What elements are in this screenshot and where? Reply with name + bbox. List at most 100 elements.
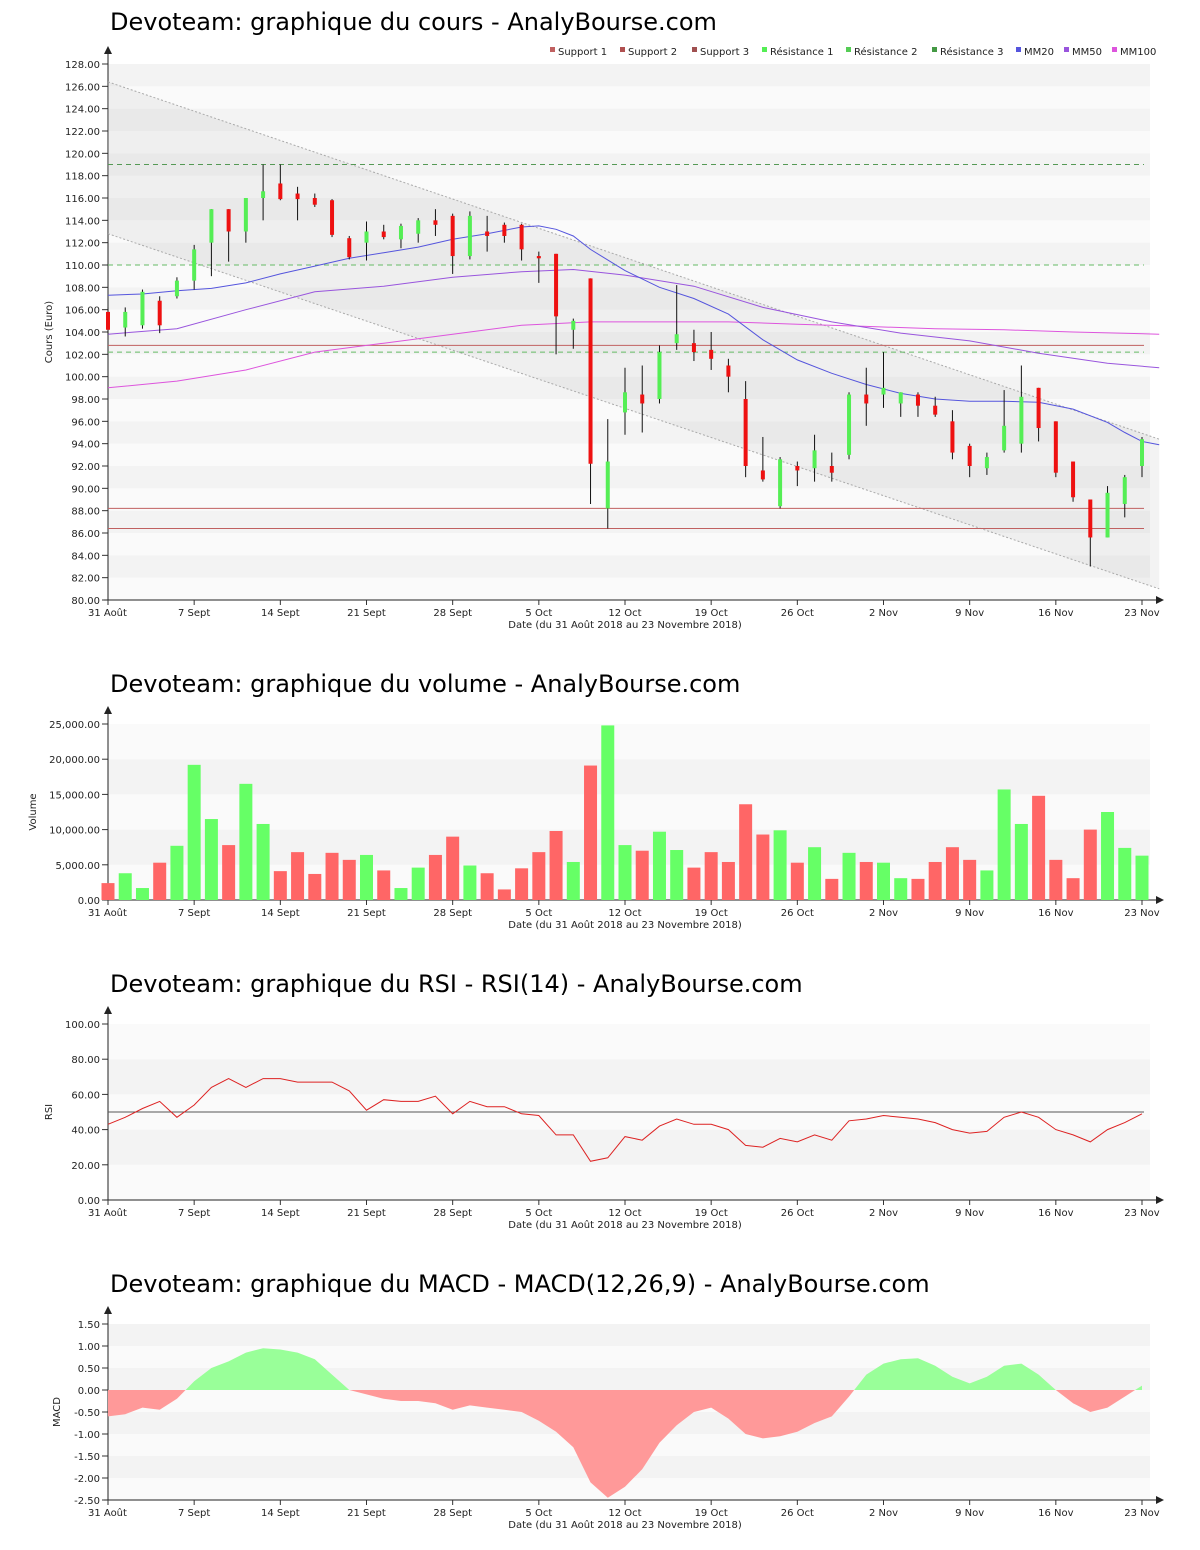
volume-bar bbox=[652, 831, 666, 900]
candle-body bbox=[536, 256, 541, 259]
grid-band bbox=[108, 759, 1150, 795]
candle-body bbox=[467, 215, 472, 257]
candle-body bbox=[450, 215, 455, 257]
trend-channel bbox=[108, 81, 1160, 589]
y-axis-arrow bbox=[104, 46, 112, 54]
mm20-line bbox=[107, 225, 1160, 446]
candle-body bbox=[1036, 387, 1041, 429]
grid-band bbox=[108, 533, 1150, 556]
mm50-line bbox=[107, 268, 1160, 369]
volume-bar bbox=[360, 854, 373, 900]
x-tick-label: 2 Nov bbox=[869, 608, 898, 619]
x-tick-label: 16 Nov bbox=[1038, 1508, 1074, 1519]
x-tick-label: 9 Nov bbox=[955, 1208, 984, 1219]
grid-band bbox=[108, 64, 1150, 87]
x-tick-label: 12 Oct bbox=[608, 608, 641, 619]
candle-body bbox=[812, 450, 817, 469]
x-tick-label: 7 Sept bbox=[178, 1208, 210, 1219]
grid-band bbox=[108, 131, 1150, 154]
y-tick-label: 94.00 bbox=[71, 440, 100, 451]
candle-body bbox=[743, 399, 748, 466]
volume-bar bbox=[1032, 795, 1046, 900]
x-tick-label: 16 Nov bbox=[1038, 608, 1074, 619]
y-tick-label: 88.00 bbox=[71, 507, 100, 518]
volume-bar bbox=[928, 861, 942, 900]
y-tick-label: 128.00 bbox=[65, 60, 100, 71]
macd-chart: -2.50 -2.00 -1.50 -1.00 -0.50 0.00 0.50 1.00 1.5… bbox=[52, 1306, 1164, 1531]
candle-body bbox=[312, 198, 317, 205]
volume-bar bbox=[1083, 829, 1097, 900]
channel-upper-line bbox=[107, 81, 1160, 440]
volume-bar bbox=[842, 852, 856, 900]
y-tick-label: -1.50 bbox=[74, 1452, 100, 1463]
candle-body bbox=[554, 253, 559, 317]
legend-swatch bbox=[846, 47, 851, 52]
volume-bar bbox=[980, 870, 994, 900]
y-tick-label: 112.00 bbox=[65, 239, 100, 250]
x-tick-label: 19 Oct bbox=[695, 908, 728, 919]
volume-bar bbox=[756, 834, 770, 900]
y-tick-label: 1.00 bbox=[78, 1342, 100, 1353]
legend-swatch bbox=[620, 47, 625, 52]
candle-body bbox=[261, 191, 266, 198]
price-chart: 80.00 82.00 84.00 86.00 88.00 90.00 92.00 94.00… bbox=[44, 46, 1164, 631]
x-tick-label: 26 Oct bbox=[781, 1508, 814, 1519]
volume-bar bbox=[515, 868, 529, 900]
x-tick-label: 5 Oct bbox=[525, 608, 552, 619]
candle-body bbox=[847, 394, 852, 455]
candle-body bbox=[278, 183, 283, 200]
legend-label: Résistance 2 bbox=[854, 46, 917, 58]
x-axis-arrow bbox=[1156, 896, 1164, 904]
volume-bar bbox=[773, 830, 787, 900]
candle-body bbox=[381, 231, 386, 238]
x-tick-label: 23 Nov bbox=[1124, 608, 1160, 619]
x-tick-label: 7 Sept bbox=[178, 608, 210, 619]
candle-body bbox=[864, 394, 869, 404]
volume-bar bbox=[308, 873, 322, 900]
candle-body bbox=[795, 466, 800, 471]
candle-body bbox=[898, 392, 903, 404]
y-tick-label: 25,000.00 bbox=[49, 720, 100, 731]
grid-band bbox=[108, 1129, 1150, 1165]
volume-bar bbox=[825, 878, 839, 900]
volume-bar bbox=[584, 765, 598, 900]
candle-body bbox=[1053, 421, 1058, 473]
legend-label: Résistance 3 bbox=[940, 46, 1003, 58]
x-tick-label: 19 Oct bbox=[695, 1208, 728, 1219]
legend-swatch bbox=[1016, 47, 1021, 52]
legend-swatch bbox=[1112, 47, 1117, 52]
grid-band bbox=[108, 175, 1150, 198]
volume-bar bbox=[118, 873, 132, 900]
grid-band bbox=[108, 399, 1150, 422]
y-tick-label: 80.00 bbox=[71, 596, 100, 607]
volume-bar bbox=[342, 859, 356, 900]
y-tick-label: 116.00 bbox=[65, 194, 100, 205]
grid-band bbox=[108, 794, 1150, 830]
grid-band bbox=[108, 1059, 1150, 1095]
candle-body bbox=[588, 278, 593, 464]
y-tick-label: 82.00 bbox=[71, 574, 100, 585]
x-tick-label: 19 Oct bbox=[695, 608, 728, 619]
x-tick-label: 28 Sept bbox=[433, 608, 472, 619]
candle-body bbox=[571, 320, 576, 330]
volume-bar bbox=[911, 878, 925, 900]
x-tick-label: 14 Sept bbox=[261, 1508, 300, 1519]
x-tick-label: 23 Nov bbox=[1124, 908, 1160, 919]
y-tick-label: 40.00 bbox=[71, 1126, 100, 1137]
macd-positive-area bbox=[854, 1358, 1056, 1390]
x-tick-label: 31 Août bbox=[88, 1207, 127, 1219]
price-chart-title: Devoteam: graphique du cours - AnalyBour… bbox=[110, 8, 717, 36]
y-tick-label: 80.00 bbox=[71, 1055, 100, 1066]
y-tick-label: 96.00 bbox=[71, 417, 100, 428]
y-tick-label: 0.00 bbox=[78, 1196, 100, 1207]
candle-body bbox=[502, 224, 507, 236]
x-axis-label: Date (du 31 Août 2018 au 23 Novembre 201… bbox=[508, 1519, 742, 1531]
volume-bar bbox=[963, 859, 977, 900]
volume-bar bbox=[859, 861, 873, 900]
x-tick-label: 31 Août bbox=[88, 907, 127, 919]
x-axis-label: Date (du 31 Août 2018 au 23 Novembre 201… bbox=[508, 919, 742, 931]
candle-body bbox=[398, 225, 403, 240]
x-tick-label: 14 Sept bbox=[261, 608, 300, 619]
channel-lower-line bbox=[107, 233, 1160, 590]
candle-body bbox=[416, 220, 421, 234]
